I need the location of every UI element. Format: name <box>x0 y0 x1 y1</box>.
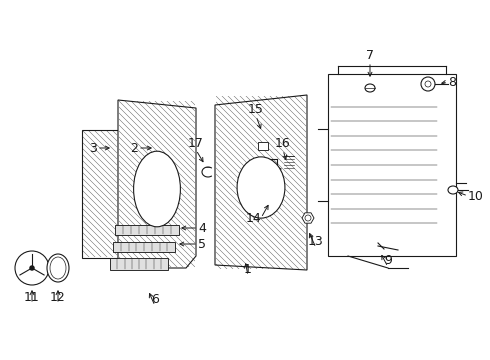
Text: 15: 15 <box>248 103 264 116</box>
Bar <box>110 258 168 270</box>
Circle shape <box>425 81 431 87</box>
Circle shape <box>305 215 311 221</box>
Text: 10: 10 <box>468 189 484 202</box>
Text: 12: 12 <box>50 291 66 304</box>
Bar <box>115 225 179 235</box>
Text: 9: 9 <box>384 254 392 267</box>
Ellipse shape <box>50 257 66 279</box>
Bar <box>113 242 175 252</box>
Text: 8: 8 <box>448 76 456 89</box>
Circle shape <box>30 266 34 270</box>
FancyBboxPatch shape <box>258 142 268 150</box>
Text: 4: 4 <box>198 221 206 234</box>
Text: 14: 14 <box>245 211 261 225</box>
Circle shape <box>421 77 435 91</box>
Bar <box>82 130 118 258</box>
Text: 7: 7 <box>366 49 374 62</box>
Text: 6: 6 <box>151 293 159 306</box>
Bar <box>328 74 456 256</box>
Text: 11: 11 <box>24 291 40 304</box>
Text: 16: 16 <box>275 137 291 150</box>
Text: 2: 2 <box>130 141 138 154</box>
Text: 5: 5 <box>198 238 206 251</box>
Ellipse shape <box>237 157 285 218</box>
Text: 17: 17 <box>188 137 204 150</box>
Ellipse shape <box>365 84 375 92</box>
Text: 3: 3 <box>89 141 97 154</box>
Polygon shape <box>118 100 196 268</box>
Ellipse shape <box>47 254 69 282</box>
Text: 13: 13 <box>308 235 324 248</box>
Ellipse shape <box>448 186 458 194</box>
Text: 1: 1 <box>244 263 252 276</box>
Polygon shape <box>215 95 307 270</box>
Ellipse shape <box>134 151 180 227</box>
